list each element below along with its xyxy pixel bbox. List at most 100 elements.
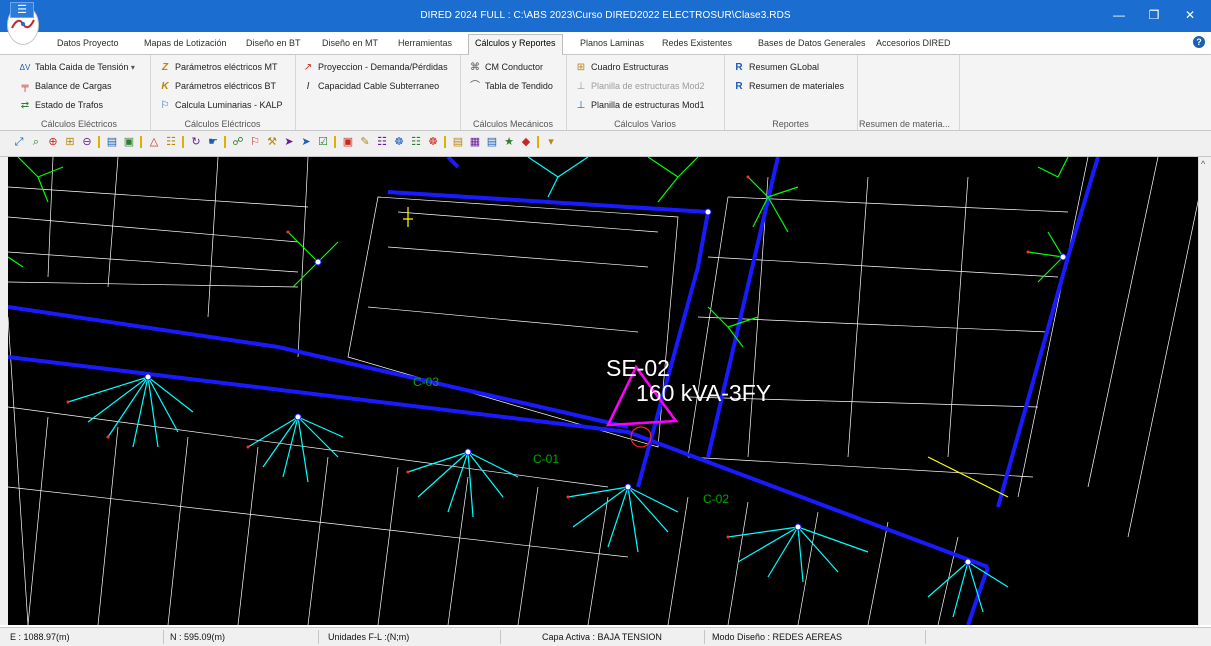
network-icon[interactable]: ☍ <box>232 136 244 148</box>
save-icon[interactable]: ▣ <box>123 136 135 148</box>
circuit-label: C-01 <box>533 452 560 466</box>
toolbar-separator <box>224 136 226 148</box>
network-drawing <box>8 157 1199 625</box>
proyeccion-demanda-button[interactable]: ↗ Proyeccion - Demanda/Pérdidas <box>301 59 448 75</box>
planilla-mod1-button[interactable]: ⊥ Planilla de estructuras Mod1 <box>574 97 705 113</box>
group-label: Resumen de materia... <box>859 119 951 129</box>
quick-access-button[interactable]: ☰ <box>10 2 34 18</box>
zoom-in-icon[interactable]: ⊕ <box>48 136 58 148</box>
tool-p-icon[interactable]: ◆ <box>521 136 531 148</box>
group-calculos-mecanicos: ⌘ CM Conductor ⌒ Tabla de Tendido Cálculos… <box>460 55 567 130</box>
planilla-mod2-button[interactable]: ⊥ Planilla de estructuras Mod2 <box>574 78 705 94</box>
properties-icon[interactable]: ☷ <box>166 136 176 148</box>
resumen-materiales-button[interactable]: R Resumen de materiales <box>732 78 844 94</box>
tool-c-icon[interactable]: ➤ <box>284 136 294 148</box>
left-margin <box>0 157 8 625</box>
structure-icon: ⊥ <box>576 100 586 111</box>
vertical-scrollbar[interactable]: ^ <box>1198 157 1211 625</box>
easting-readout: E : 1088.97(m) <box>10 632 70 642</box>
resumen-global-button[interactable]: R Resumen GLobal <box>732 59 819 75</box>
tab-calculos-reportes[interactable]: Cálculos y Reportes <box>468 34 563 55</box>
tool-h-icon[interactable]: ☷ <box>377 136 387 148</box>
tool-l-icon[interactable]: ▤ <box>452 136 464 148</box>
tab-mapas-lotizacion[interactable]: Mapas de Lotización <box>144 38 227 48</box>
window-title: DIRED 2024 FULL : C:\ABS 2023\Curso DIRE… <box>420 10 791 21</box>
drawing-canvas[interactable]: SE-02 160 kVA-3FY C-01 C-02 C-03 <box>8 157 1199 625</box>
pan-icon[interactable]: ☛ <box>208 136 218 148</box>
ribbon-panel: ΔV Tabla Caida de Tensión ▾ ╤ Balance de C… <box>0 55 1211 131</box>
current-icon: I <box>306 81 310 92</box>
tab-redes-existentes[interactable]: Redes Existentes <box>662 38 733 48</box>
tool-j-icon[interactable]: ☷ <box>411 136 421 148</box>
toolbar-separator <box>334 136 336 148</box>
tab-diseno-mt[interactable]: Diseño en MT <box>322 38 379 48</box>
tool-o-icon[interactable]: ★ <box>504 136 514 148</box>
active-layer-readout: Capa Activa : BAJA TENSION <box>542 632 662 642</box>
calcula-luminarias-button[interactable]: ⚐ Calcula Luminarias - KALP <box>158 97 283 113</box>
open-folder-icon[interactable]: ▤ <box>106 136 118 148</box>
capacidad-cable-button[interactable]: I Capacidad Cable Subterraneo <box>301 78 439 94</box>
refresh-icon[interactable]: ↻ <box>191 136 201 148</box>
estado-trafos-button[interactable]: ⇄ Estado de Trafos <box>18 97 103 113</box>
tab-herramientas[interactable]: Herramientas <box>398 38 453 48</box>
balance-cargas-button[interactable]: ╤ Balance de Cargas <box>18 78 111 94</box>
group-calculos-electricos-2: Z Parámetros eléctricos MT K Parámetros el… <box>150 55 296 130</box>
close-icon: ✕ <box>1184 8 1196 22</box>
tool-a-icon[interactable]: ⚐ <box>250 136 260 148</box>
tool-e-icon[interactable]: ☑ <box>318 136 328 148</box>
group-reportes: R Resumen GLobal R Resumen de materiales R… <box>724 55 858 130</box>
report-icon: R <box>735 81 743 92</box>
restore-button[interactable]: ❒ <box>1134 4 1174 26</box>
zoom-window-icon[interactable]: ⤢ <box>14 136 24 148</box>
toolbar-separator <box>182 136 184 148</box>
balance-icon: ╤ <box>21 81 29 92</box>
group-label: Cálculos Eléctricos <box>40 119 118 129</box>
layers-icon[interactable]: △ <box>149 136 159 148</box>
substation-name-label: SE-02 <box>606 355 670 381</box>
tab-diseno-bt[interactable]: Diseño en BT <box>246 38 301 48</box>
transformer-icon: ⇄ <box>20 100 30 111</box>
tool-f-icon[interactable]: ▣ <box>342 136 354 148</box>
group-resumen-materia: Resumen de materia... <box>857 55 960 130</box>
zoom-realtime-icon[interactable]: ⌕ <box>32 136 40 148</box>
zoom-previous-icon[interactable]: ⊖ <box>82 136 92 148</box>
help-icon[interactable]: ? <box>1193 36 1205 48</box>
luminaire-icon: ⚐ <box>160 100 170 111</box>
group-calculos-varios: ⊞ Cuadro Estructuras ⊥ Planilla de estruct… <box>566 55 725 130</box>
tool-n-icon[interactable]: ▤ <box>486 136 498 148</box>
substation-capacity-label: 160 kVA-3FY <box>636 380 772 406</box>
zoom-extents-icon[interactable]: ⊞ <box>65 136 75 148</box>
cm-conductor-button[interactable]: ⌘ CM Conductor <box>468 59 543 75</box>
structure-icon: ⊥ <box>576 81 586 92</box>
tabla-caida-tension-button[interactable]: ΔV Tabla Caida de Tensión ▾ <box>18 59 135 75</box>
delta-v-icon: ΔV <box>19 63 31 72</box>
cuadro-estructuras-button[interactable]: ⊞ Cuadro Estructuras <box>574 59 669 75</box>
sag-icon: ⌒ <box>470 81 480 92</box>
title-bar: ☰ DIRED 2024 FULL : C:\ABS 2023\Curso DI… <box>0 0 1211 44</box>
minimize-button[interactable]: — <box>1099 4 1139 26</box>
tool-k-icon[interactable]: ☸ <box>428 136 438 148</box>
report-icon: R <box>735 62 743 73</box>
tool-m-icon[interactable]: ▦ <box>469 136 481 148</box>
close-button[interactable]: ✕ <box>1170 4 1210 26</box>
parametros-bt-button[interactable]: K Parámetros eléctricos BT <box>158 78 276 94</box>
toolbar-separator <box>444 136 446 148</box>
circuit-label: C-03 <box>413 375 440 389</box>
tab-datos-proyecto[interactable]: Datos Proyecto <box>57 38 119 48</box>
tab-planos-laminas[interactable]: Planos Laminas <box>580 38 645 48</box>
customize-icon[interactable]: ▾ <box>548 136 554 148</box>
tabla-tendido-button[interactable]: ⌒ Tabla de Tendido <box>468 78 553 94</box>
scroll-up-icon[interactable]: ^ <box>1201 159 1206 169</box>
parametros-mt-button[interactable]: Z Parámetros eléctricos MT <box>158 59 278 75</box>
group-calculos-electricos-1: ΔV Tabla Caida de Tensión ▾ ╤ Balance de C… <box>8 55 151 130</box>
toolbar-separator <box>140 136 142 148</box>
tool-b-icon[interactable]: ⚒ <box>267 136 277 148</box>
conductor-icon: ⌘ <box>470 62 480 73</box>
minimize-icon: — <box>1113 8 1125 22</box>
chevron-down-icon: ▾ <box>130 63 135 72</box>
tool-i-icon[interactable]: ☸ <box>394 136 404 148</box>
tool-d-icon[interactable]: ➤ <box>301 136 311 148</box>
tab-bases-datos[interactable]: Bases de Datos Generales <box>758 38 866 48</box>
tool-g-icon[interactable]: ✎ <box>360 136 370 148</box>
tab-accesorios[interactable]: Accesorios DIRED <box>876 38 951 48</box>
